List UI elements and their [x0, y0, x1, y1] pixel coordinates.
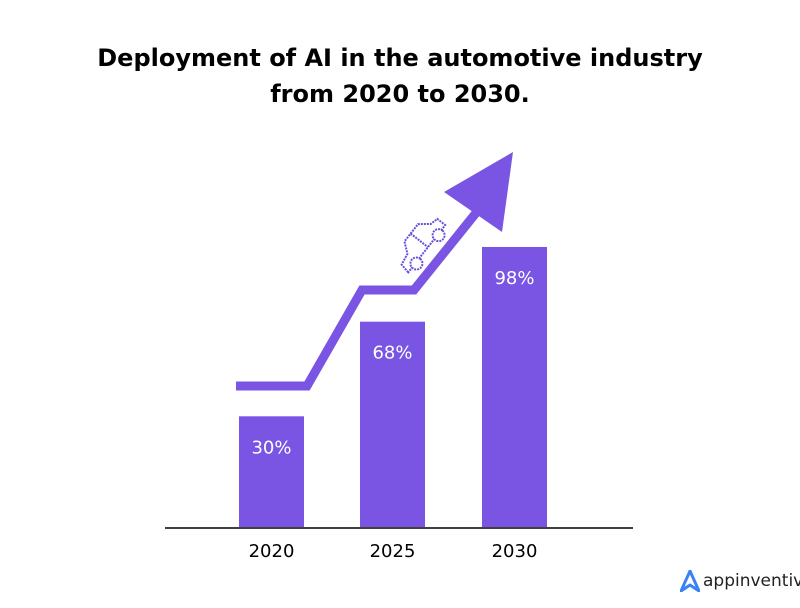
bar-2030	[482, 246, 547, 528]
appinventiv-logo-icon	[680, 570, 700, 592]
data-label-2030: 98%	[494, 268, 534, 289]
x-tick-2020: 2020	[249, 541, 295, 562]
data-label-2020: 30%	[251, 437, 291, 458]
bar-2020	[239, 416, 304, 527]
x-tick-2025: 2025	[370, 541, 416, 562]
trend-arrow-head	[444, 152, 513, 232]
title-line-2: from 2020 to 2030.	[270, 80, 530, 108]
chart-title: Deployment of AI in the automotive indus…	[0, 40, 800, 112]
brand-logo: appinventiv	[680, 570, 800, 592]
title-line-1: Deployment of AI in the automotive indus…	[97, 44, 703, 72]
trend-arrow-line	[236, 195, 492, 391]
brand-name: appinventiv	[703, 571, 800, 591]
bar-2025	[360, 321, 425, 527]
x-tick-2030: 2030	[492, 541, 538, 562]
data-label-2025: 68%	[372, 343, 412, 364]
car-icon	[400, 217, 447, 274]
